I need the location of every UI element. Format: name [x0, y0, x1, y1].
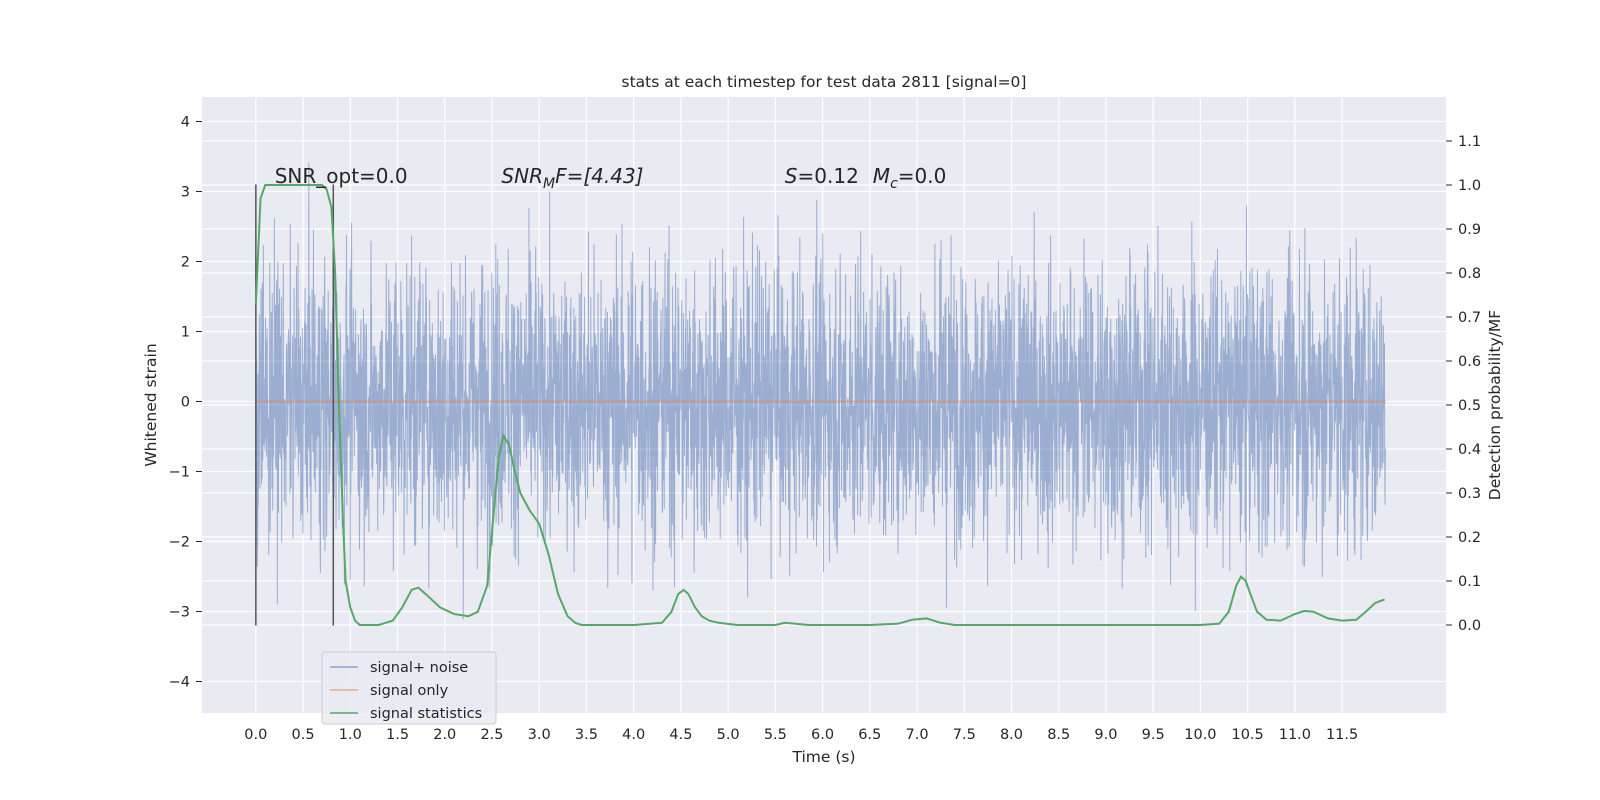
y-tick-label-3: −1 — [169, 465, 190, 481]
y-tick-label-5: 1 — [181, 325, 190, 341]
y-right-tick-label-10: 1.0 — [1458, 178, 1481, 194]
mc-value: =0.0 — [898, 164, 947, 188]
y-tick-label-7: 3 — [181, 185, 190, 201]
x-tick-label-4: 2.0 — [433, 727, 456, 743]
legend: signal+ noise signal only signal statist… — [321, 651, 497, 725]
y-right-tick-label-2: 0.2 — [1458, 530, 1481, 546]
x-tick-label-23: 11.5 — [1326, 727, 1358, 743]
x-tick-label-16: 8.0 — [1000, 727, 1023, 743]
legend-label-signal-only: signal only — [370, 683, 449, 699]
x-tick-label-0: 0.0 — [244, 727, 267, 743]
y-tick-label-0: −4 — [169, 675, 190, 691]
x-axis-label: Time (s) — [791, 748, 855, 766]
legend-box — [321, 651, 497, 725]
x-tick-label-2: 1.0 — [339, 727, 362, 743]
y-tick-label-8: 4 — [181, 115, 190, 131]
x-tick-label-20: 10.0 — [1184, 727, 1216, 743]
vertical-markers — [255, 184, 335, 626]
x-tick-label-22: 11.0 — [1279, 727, 1311, 743]
x-tick-label-11: 5.5 — [764, 727, 787, 743]
snr-mf-sub: M — [543, 176, 555, 192]
legend-label-signal-plus-noise: signal+ noise — [370, 660, 468, 676]
x-tick-labels: 0.0 0.5 1.0 1.5 2.0 2.5 3.0 3.5 4.0 4.5 5.0 5.5 6.0 6… — [244, 727, 1358, 743]
y-right-tick-labels: 0.0 0.1 0.2 0.3 0.4 0.5 0.6 0.7 0.8 0.9 1.0 1.1 — [1446, 134, 1481, 634]
annotation-snr-mf: SNRMF=[4.43] — [501, 164, 643, 192]
s-value: =0.12 — [798, 164, 859, 188]
x-tick-label-15: 7.5 — [953, 727, 976, 743]
signal-plus-noise-line — [255, 162, 1387, 620]
x-tick-label-1: 0.5 — [292, 727, 315, 743]
mc-sub: c — [890, 176, 898, 192]
x-tick-label-7: 3.5 — [575, 727, 598, 743]
signal-statistics-line — [254, 184, 1385, 626]
series-signal-statistics — [254, 184, 1385, 626]
x-tick-label-3: 1.5 — [386, 727, 409, 743]
snr-mf-main: SNR — [501, 164, 543, 188]
x-tick-label-17: 8.5 — [1047, 727, 1070, 743]
y-right-tick-label-8: 0.8 — [1458, 266, 1481, 282]
x-tick-label-13: 6.5 — [858, 727, 881, 743]
y-right-tick-label-3: 0.3 — [1458, 486, 1481, 502]
y-tick-label-1: −3 — [169, 605, 190, 621]
y-right-tick-label-6: 0.6 — [1458, 354, 1481, 370]
y-right-tick-label-9: 0.9 — [1458, 222, 1481, 238]
x-tick-label-19: 9.5 — [1142, 727, 1165, 743]
y-tick-label-4: 0 — [181, 395, 190, 411]
y-tick-labels: −4 −3 −2 −1 0 1 2 3 4 — [169, 115, 202, 691]
snr-mf-tail: F=[4.43] — [555, 164, 643, 188]
series-signal-plus-noise — [255, 162, 1387, 620]
annotation-snr-opt: SNR_opt=0.0 — [275, 164, 408, 188]
y-right-tick-label-0: 0.0 — [1458, 618, 1481, 634]
x-tick-label-18: 9.0 — [1094, 727, 1117, 743]
x-tick-label-21: 10.5 — [1231, 727, 1263, 743]
y-right-axis-label: Detection probability/MF — [1486, 310, 1504, 501]
y-tick-label-2: −2 — [169, 535, 190, 551]
x-tick-label-9: 4.5 — [669, 727, 692, 743]
chart-title: stats at each timestep for test data 281… — [622, 73, 1027, 91]
annotation-s-mc: S=0.12 Mc=0.0 — [785, 164, 947, 192]
s-symbol: S — [785, 164, 798, 188]
y-right-tick-label-7: 0.7 — [1458, 310, 1481, 326]
x-tick-label-10: 5.0 — [717, 727, 740, 743]
y-right-tick-label-1: 0.1 — [1458, 574, 1481, 590]
x-tick-label-5: 2.5 — [480, 727, 503, 743]
x-tick-label-12: 6.0 — [811, 727, 834, 743]
x-tick-label-6: 3.0 — [528, 727, 551, 743]
y-right-tick-label-4: 0.4 — [1458, 442, 1481, 458]
mc-symbol: M — [873, 164, 890, 188]
y-right-tick-label-5: 0.5 — [1458, 398, 1481, 414]
y-tick-label-6: 2 — [181, 255, 190, 271]
y-right-tick-label-11: 1.1 — [1458, 134, 1481, 150]
y-axis-label: Whitened strain — [142, 343, 160, 466]
x-tick-label-8: 4.0 — [622, 727, 645, 743]
legend-label-signal-statistics: signal statistics — [370, 706, 482, 722]
x-tick-label-14: 7.0 — [906, 727, 929, 743]
